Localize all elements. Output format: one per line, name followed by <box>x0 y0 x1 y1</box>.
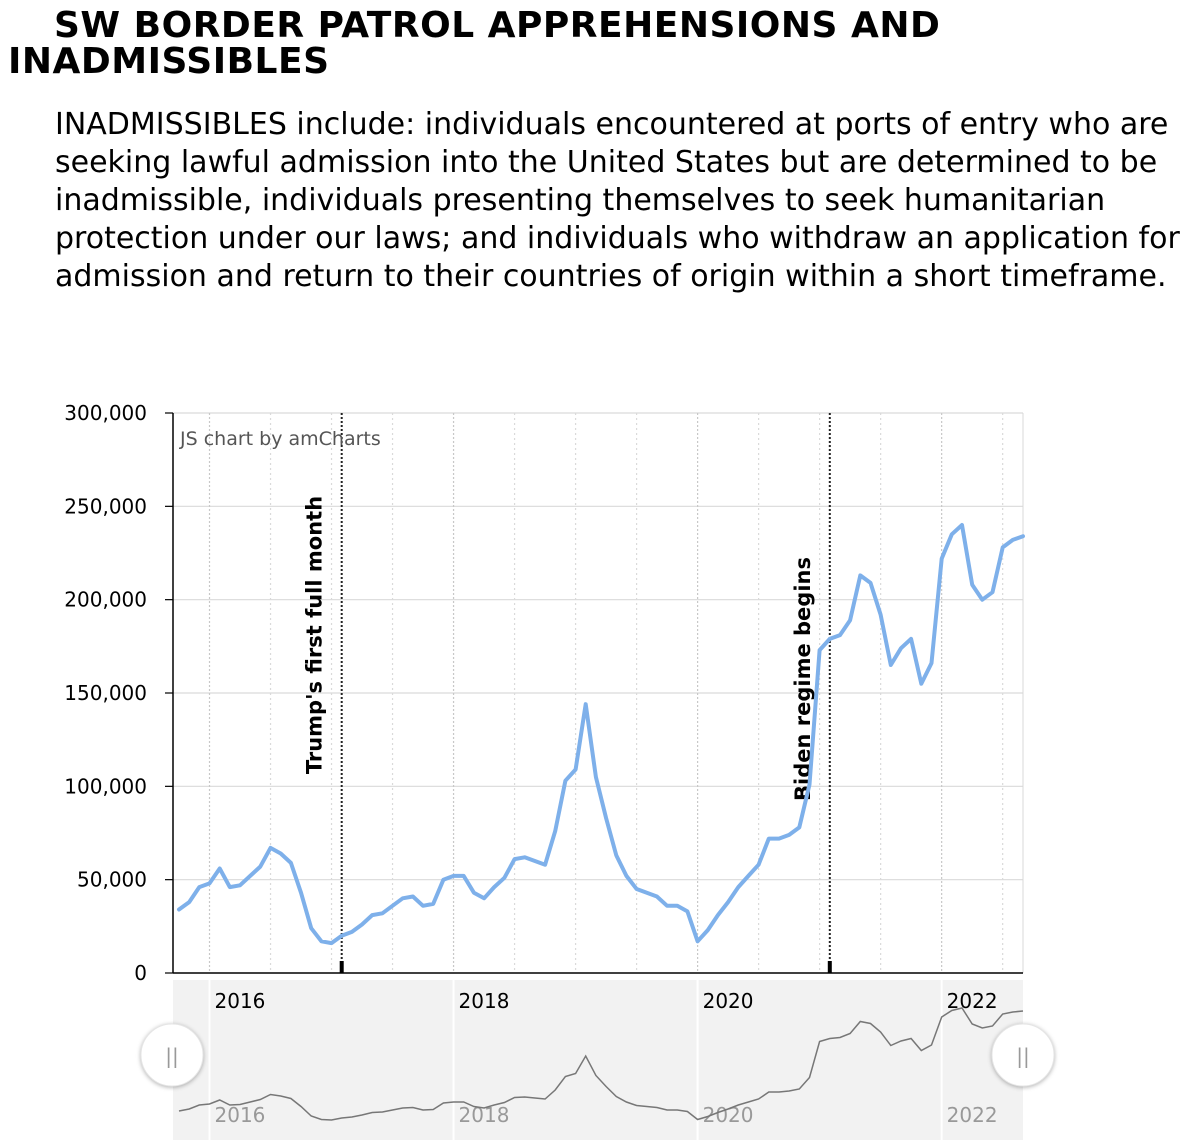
y-tick-label: 0 <box>134 961 147 985</box>
y-tick-label: 50,000 <box>77 868 147 892</box>
axis-layer <box>172 413 1023 974</box>
x-tick-label: 2016 <box>215 989 266 1013</box>
y-tick-label: 150,000 <box>64 681 147 705</box>
scrollbar-right-grip-circle[interactable] <box>991 1023 1055 1087</box>
y-tick-label: 300,000 <box>64 401 147 425</box>
scrollbar-left-grip-circle[interactable] <box>140 1023 204 1087</box>
scrollbar-year-label: 2022 <box>947 1103 998 1127</box>
scrollbar-year-label: 2016 <box>215 1103 266 1127</box>
grid-layer: 0 50,000 100,000 150,000 200,000 250,000 300,0… <box>64 401 1024 985</box>
annotation-marker <box>339 961 344 973</box>
series-line <box>177 523 1025 946</box>
scrollbar-right-grip-icon[interactable]: || <box>1016 1044 1029 1068</box>
scrollbar-left-grip-icon[interactable]: || <box>165 1044 178 1068</box>
scrollbar-year-label: 2018 <box>459 1103 510 1127</box>
y-tick-label: 200,000 <box>64 588 147 612</box>
chart-description: INADMISSIBLES include: individuals encou… <box>55 107 1180 294</box>
scrollbar-background[interactable] <box>173 980 1023 1140</box>
x-tick-label: 2020 <box>703 989 754 1013</box>
chart-title: SW BORDER PATROL APPREHENSIONS AND INADM… <box>8 5 941 82</box>
x-tick-label: 2018 <box>459 989 510 1013</box>
scrollbar-right-grip[interactable]: || <box>991 1023 1055 1087</box>
scrollbar-left-grip[interactable]: || <box>140 1023 204 1087</box>
y-tick-label: 100,000 <box>64 774 147 798</box>
amcharts-credit[interactable]: JS chart by amCharts <box>179 428 381 450</box>
annotation-label: Trump's first full month <box>303 496 327 774</box>
annotation-marker <box>827 961 832 973</box>
y-tick-label: 250,000 <box>64 494 147 518</box>
scrollbar-preview-line <box>178 1007 1024 1121</box>
